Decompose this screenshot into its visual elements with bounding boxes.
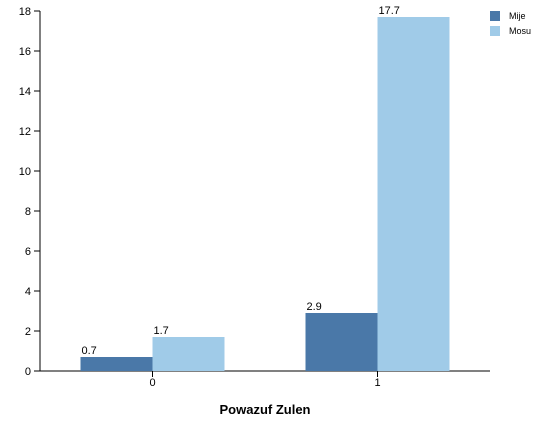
- y-tick-label: 10: [19, 166, 31, 178]
- y-tick-label: 4: [25, 286, 31, 298]
- bar: [306, 313, 378, 371]
- y-tick-label: 18: [19, 6, 31, 18]
- y-tick-label: 16: [19, 46, 31, 58]
- legend-label: Mije: [509, 11, 526, 21]
- legend: Mije Mosu: [490, 11, 531, 36]
- data-label: 0.7: [82, 345, 97, 357]
- y-tick-label: 12: [19, 126, 31, 138]
- bar: [81, 357, 153, 371]
- y-tick-label: 14: [19, 86, 31, 98]
- legend-swatch: [490, 26, 500, 36]
- data-label: 1.7: [154, 325, 169, 337]
- y-tick-label: 2: [25, 326, 31, 338]
- bar: [153, 337, 225, 371]
- x-tick-label: 1: [374, 377, 380, 389]
- y-tick-label: 6: [25, 246, 31, 258]
- y-tick-label: 8: [25, 206, 31, 218]
- data-label: 2.9: [307, 301, 322, 313]
- y-tick-label: 0: [25, 366, 31, 378]
- data-label: 17.7: [379, 5, 400, 17]
- y-axis: 0 2 4 6 8 10 12 14 16 18: [19, 6, 40, 378]
- x-tick-label: 0: [149, 377, 155, 389]
- data-labels: 0.7 1.7 2.9 17.7: [82, 5, 400, 357]
- x-axis-title: Powazuf Zulen: [220, 402, 311, 417]
- legend-label: Mosu: [509, 26, 531, 36]
- legend-swatch: [490, 11, 500, 21]
- bars: [81, 17, 450, 371]
- bar: [378, 17, 450, 371]
